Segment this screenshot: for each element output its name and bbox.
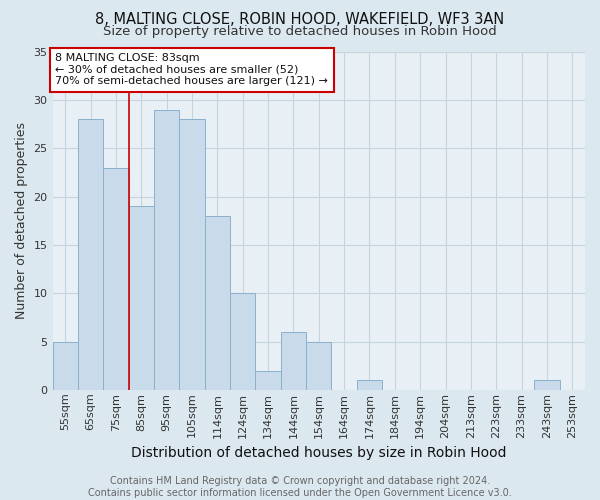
Bar [230,293,256,390]
Bar [128,206,154,390]
Text: Size of property relative to detached houses in Robin Hood: Size of property relative to detached ho… [103,25,497,38]
Text: 8, MALTING CLOSE, ROBIN HOOD, WAKEFIELD, WF3 3AN: 8, MALTING CLOSE, ROBIN HOOD, WAKEFIELD,… [95,12,505,28]
Bar [357,380,382,390]
Bar [154,110,179,390]
Bar [306,342,331,390]
Bar [205,216,230,390]
Y-axis label: Number of detached properties: Number of detached properties [15,122,28,319]
Text: Contains HM Land Registry data © Crown copyright and database right 2024.
Contai: Contains HM Land Registry data © Crown c… [88,476,512,498]
X-axis label: Distribution of detached houses by size in Robin Hood: Distribution of detached houses by size … [131,446,506,460]
Text: 8 MALTING CLOSE: 83sqm
← 30% of detached houses are smaller (52)
70% of semi-det: 8 MALTING CLOSE: 83sqm ← 30% of detached… [55,53,328,86]
Bar [281,332,306,390]
Bar [179,119,205,390]
Bar [103,168,128,390]
Bar [256,370,281,390]
Bar [53,342,78,390]
Bar [78,119,103,390]
Bar [534,380,560,390]
